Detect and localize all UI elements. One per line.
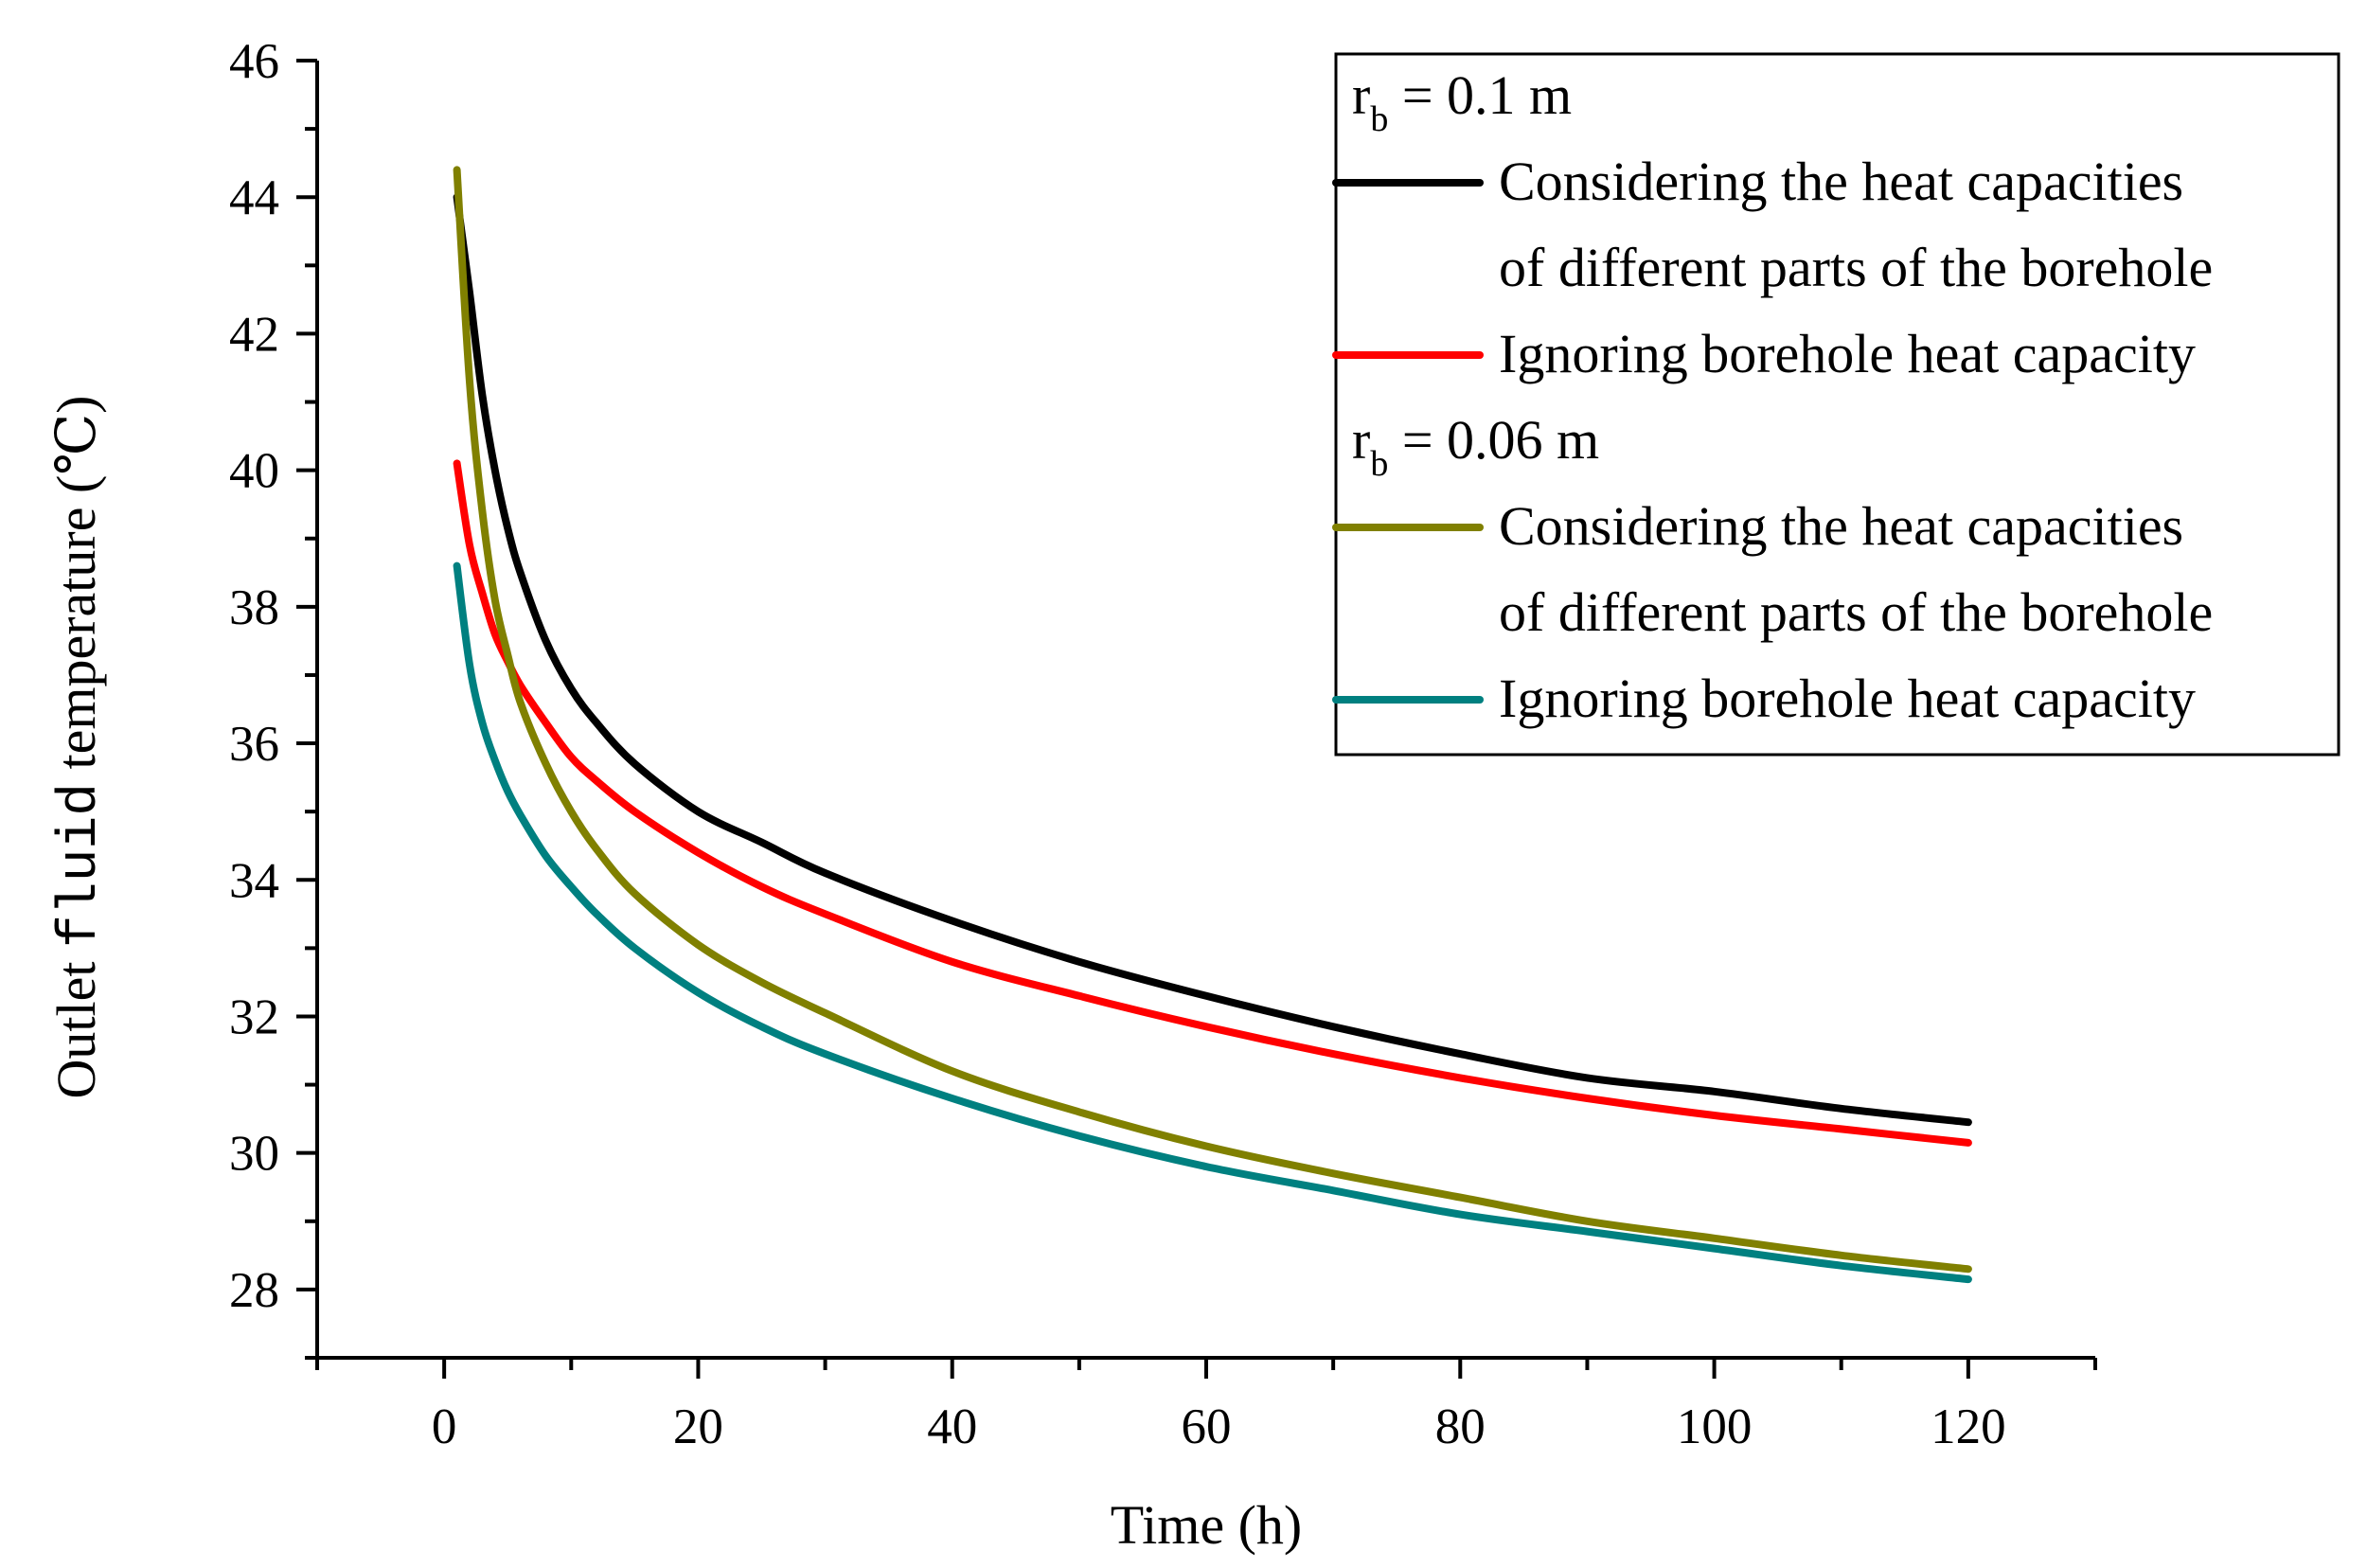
y-axis-title: Outlet fluid temperature (℃) [45,396,112,1099]
axes: 0 20 40 60 80 100 120 28 30 32 34 36 38 40 42 44 46 [229,34,2097,1454]
y-tick-label: 42 [229,307,279,362]
legend-header-symbol: r [1352,64,1370,126]
legend-entry-label: Considering the heat capacities [1499,495,2183,557]
x-tick-label: 120 [1931,1399,2006,1454]
series-line-4 [453,561,1972,1284]
y-title-part-3: temperature ( [45,475,107,783]
x-tick-label: 60 [1182,1399,1232,1454]
legend-entry-label: Ignoring borehole heat capacity [1499,323,2196,384]
legend-entry-label: Ignoring borehole heat capacity [1499,668,2196,729]
y-tick-label: 30 [229,1127,279,1182]
y-tick-label: 38 [229,580,279,635]
y-title-part-2: fluid [50,783,112,948]
legend-header-symbol: r [1352,409,1370,471]
y-title-part-4: ℃ [45,414,107,475]
y-tick-label: 32 [229,989,279,1044]
y-title-part-1: Outlet [45,948,107,1098]
x-tick-label: 0 [432,1399,457,1454]
x-tick-label: 80 [1435,1399,1486,1454]
x-tick-label: 40 [927,1399,977,1454]
y-tick-label: 34 [229,853,279,908]
series-line-1 [453,193,1972,1127]
y-tick-label: 40 [229,444,279,499]
legend-header-value: = 0.06 m [1388,409,1599,471]
legend-box [1334,52,2340,757]
y-tick-label: 46 [229,34,279,89]
x-axis-title: Time (h) [1111,1494,1303,1556]
legend-header-value: = 0.1 m [1388,64,1572,126]
legend-entry-label: Considering the heat capacities [1499,151,2183,212]
legend-header-subscript: b [1370,444,1388,484]
legend-header-subscript: b [1370,99,1388,139]
legend: rb = 0.1 m Considering the heat capaciti… [1332,52,2340,757]
y-tick-label: 36 [229,717,279,772]
legend-group-header-2: rb = 0.06 m [1352,409,1599,484]
legend-group-header-1: rb = 0.1 m [1352,64,1572,139]
x-tick-label: 20 [673,1399,723,1454]
series-group [453,166,1972,1284]
y-tick-label: 44 [229,170,279,225]
y-tick-label: 28 [229,1263,279,1318]
legend-entry-label: of different parts of the borehole [1499,237,2213,298]
legend-entry-label: of different parts of the borehole [1499,581,2213,643]
x-tick-label: 100 [1677,1399,1753,1454]
y-title-part-5: ) [45,396,107,414]
series-line-3 [453,166,1972,1274]
